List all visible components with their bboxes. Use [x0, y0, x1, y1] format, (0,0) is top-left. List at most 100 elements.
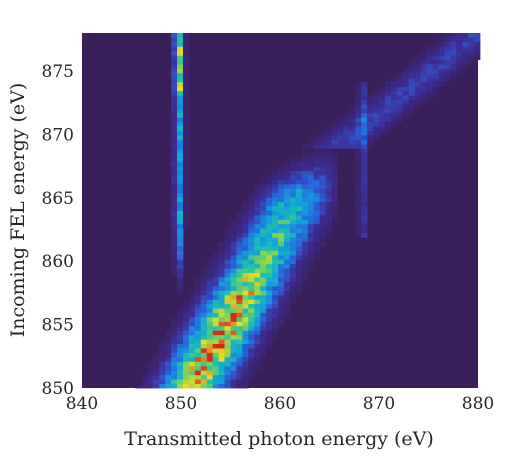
heatmap-cell [450, 33, 457, 38]
heatmap-cell [355, 188, 362, 194]
heatmap-cell [182, 46, 190, 52]
heatmap-cell [396, 72, 404, 78]
heatmap-cell [331, 161, 338, 167]
heatmap-cell [230, 228, 237, 234]
heatmap-cell [272, 183, 279, 189]
heatmap-cell [194, 343, 202, 349]
heatmap-cell [260, 330, 267, 336]
heatmap-cell [242, 210, 249, 216]
heatmap-cell [242, 334, 249, 340]
heatmap-cell [200, 334, 208, 340]
heatmap-cell [272, 192, 279, 198]
heatmap-cell [278, 237, 285, 242]
heatmap-cell [218, 294, 225, 300]
heatmap-cell [218, 352, 225, 358]
heatmap-cell [177, 72, 184, 78]
heatmap-cell [325, 130, 332, 136]
heatmap-cell [212, 356, 220, 362]
heatmap-cell [301, 259, 309, 265]
heatmap-cell [218, 303, 225, 309]
heatmap-cell [177, 365, 184, 371]
heatmap-cell [289, 241, 297, 247]
heatmap-cell [224, 374, 231, 380]
heatmap-cell [206, 334, 214, 340]
heatmap-cell [200, 374, 208, 380]
heatmap-cell [390, 90, 398, 96]
heatmap-cell [230, 303, 237, 309]
heatmap-cell [319, 152, 326, 158]
heatmap-cell [224, 246, 231, 251]
heatmap-cell [456, 55, 463, 61]
heatmap-cell [266, 197, 273, 203]
heatmap-cell [426, 77, 433, 83]
heatmap-cell [212, 370, 220, 376]
heatmap-cell [295, 166, 303, 171]
heatmap-cell [230, 285, 237, 291]
heatmap-cell [165, 339, 172, 345]
heatmap-cell [260, 285, 267, 291]
heatmap-cell [355, 148, 362, 154]
heatmap-cell [361, 90, 368, 96]
heatmap-cell [325, 183, 332, 189]
heatmap-cell [325, 175, 332, 180]
heatmap-cell [462, 64, 469, 69]
heatmap-cell [319, 241, 326, 247]
heatmap-cell [343, 126, 350, 132]
heatmap-cell [177, 237, 184, 242]
heatmap-cell [272, 272, 279, 278]
heatmap-cell [254, 299, 261, 305]
heatmap-cell [230, 219, 237, 225]
heatmap-cell [420, 72, 427, 78]
heatmap-cell [182, 64, 190, 69]
heatmap-cell [188, 303, 196, 309]
heatmap-cell [254, 308, 261, 313]
heatmap-cell [260, 325, 267, 331]
heatmap-cell [432, 50, 439, 56]
heatmap-cell [218, 379, 225, 384]
y-tick-label: 875 [42, 62, 74, 82]
heatmap-cell [402, 72, 410, 78]
heatmap-cell [224, 285, 231, 291]
heatmap-cell [171, 179, 178, 185]
heatmap-cell [432, 46, 439, 52]
heatmap-cell [343, 139, 350, 145]
heatmap-cell [289, 210, 297, 216]
heatmap-cell [266, 250, 273, 256]
heatmap-cell [177, 148, 184, 154]
heatmap-cell [289, 285, 297, 291]
heatmap-cell [236, 365, 243, 371]
heatmap-cell [295, 206, 303, 211]
heatmap-cell [224, 383, 231, 389]
heatmap-cell [171, 175, 178, 180]
heatmap-cell [171, 219, 178, 225]
heatmap-cell [206, 370, 214, 376]
heatmap-cell [206, 272, 214, 278]
heatmap-cell [200, 294, 208, 300]
y-tick-label: 855 [42, 316, 74, 336]
heatmap-cell [254, 285, 261, 291]
heatmap-cell [224, 379, 231, 384]
heatmap-cell [194, 321, 202, 327]
heatmap-cell [283, 214, 291, 220]
heatmap-cell [242, 201, 249, 207]
heatmap-cell [159, 383, 166, 389]
heatmap-cell [432, 77, 439, 83]
heatmap-cell [384, 126, 392, 132]
heatmap-cell [260, 250, 267, 256]
heatmap-cell [283, 179, 291, 185]
heatmap-cell [212, 343, 220, 349]
heatmap-cell [361, 201, 368, 207]
heatmap-cell [200, 356, 208, 362]
heatmap-cell [254, 223, 261, 229]
heatmap-cell [171, 148, 178, 154]
heatmap-cell [343, 117, 350, 123]
heatmap-cell [355, 232, 362, 238]
heatmap-cell [408, 72, 416, 78]
heatmap-cell [301, 170, 309, 176]
heatmap-cell [420, 99, 427, 105]
heatmap-cell [248, 312, 255, 318]
heatmap-cell [230, 272, 237, 278]
heatmap-cell [177, 152, 184, 158]
heatmap-cell [313, 197, 320, 203]
heatmap-cell [278, 175, 285, 180]
